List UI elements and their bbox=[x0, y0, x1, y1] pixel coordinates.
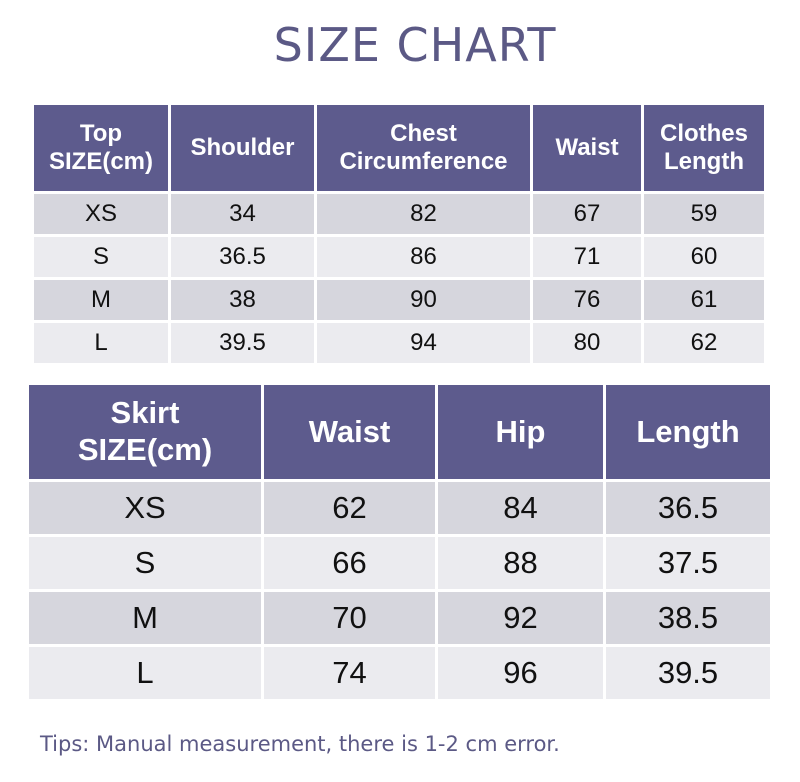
top-header-waist: Waist bbox=[533, 105, 641, 191]
top-header-chest: Chest Circumference bbox=[317, 105, 530, 191]
skirt-header-waist: Waist bbox=[264, 385, 435, 479]
skirt-header-hip: Hip bbox=[438, 385, 603, 479]
waist-cell: 71 bbox=[533, 237, 641, 277]
top-size-table: Top SIZE(cm) Shoulder Chest Circumference … bbox=[31, 102, 767, 366]
length-cell: 39.5 bbox=[606, 647, 770, 699]
waist-cell: 76 bbox=[533, 280, 641, 320]
chest-cell: 82 bbox=[317, 194, 530, 234]
page-title: SIZE CHART bbox=[273, 18, 557, 72]
size-cell: M bbox=[34, 280, 168, 320]
hip-cell: 84 bbox=[438, 482, 603, 534]
shoulder-cell: 36.5 bbox=[171, 237, 314, 277]
length-cell: 62 bbox=[644, 323, 764, 363]
waist-cell: 66 bbox=[264, 537, 435, 589]
top-table-header-row: Top SIZE(cm) Shoulder Chest Circumference … bbox=[34, 105, 764, 191]
waist-cell: 80 bbox=[533, 323, 641, 363]
hip-cell: 96 bbox=[438, 647, 603, 699]
top-header-size: Top SIZE(cm) bbox=[34, 105, 168, 191]
size-cell: L bbox=[34, 323, 168, 363]
waist-cell: 67 bbox=[533, 194, 641, 234]
shoulder-cell: 38 bbox=[171, 280, 314, 320]
shoulder-cell: 39.5 bbox=[171, 323, 314, 363]
table-row: M 38 90 76 61 bbox=[34, 280, 764, 320]
skirt-size-table: Skirt SIZE(cm) Waist Hip Length XS 62 84 … bbox=[26, 382, 773, 702]
shoulder-cell: 34 bbox=[171, 194, 314, 234]
table-row: XS 34 82 67 59 bbox=[34, 194, 764, 234]
length-cell: 36.5 bbox=[606, 482, 770, 534]
length-cell: 38.5 bbox=[606, 592, 770, 644]
length-cell: 59 bbox=[644, 194, 764, 234]
length-cell: 61 bbox=[644, 280, 764, 320]
table-row: M 70 92 38.5 bbox=[29, 592, 770, 644]
tips-note: Tips: Manual measurement, there is 1-2 c… bbox=[40, 732, 560, 756]
size-cell: M bbox=[29, 592, 261, 644]
size-cell: S bbox=[34, 237, 168, 277]
waist-cell: 74 bbox=[264, 647, 435, 699]
size-cell: S bbox=[29, 537, 261, 589]
length-cell: 60 bbox=[644, 237, 764, 277]
hip-cell: 92 bbox=[438, 592, 603, 644]
length-cell: 37.5 bbox=[606, 537, 770, 589]
hip-cell: 88 bbox=[438, 537, 603, 589]
size-cell: XS bbox=[34, 194, 168, 234]
table-row: L 74 96 39.5 bbox=[29, 647, 770, 699]
chest-cell: 86 bbox=[317, 237, 530, 277]
table-row: L 39.5 94 80 62 bbox=[34, 323, 764, 363]
top-header-shoulder: Shoulder bbox=[171, 105, 314, 191]
size-cell: L bbox=[29, 647, 261, 699]
waist-cell: 62 bbox=[264, 482, 435, 534]
table-row: S 36.5 86 71 60 bbox=[34, 237, 764, 277]
size-cell: XS bbox=[29, 482, 261, 534]
table-row: S 66 88 37.5 bbox=[29, 537, 770, 589]
skirt-header-length: Length bbox=[606, 385, 770, 479]
waist-cell: 70 bbox=[264, 592, 435, 644]
chest-cell: 94 bbox=[317, 323, 530, 363]
table-row: XS 62 84 36.5 bbox=[29, 482, 770, 534]
chest-cell: 90 bbox=[317, 280, 530, 320]
skirt-table-header-row: Skirt SIZE(cm) Waist Hip Length bbox=[29, 385, 770, 479]
skirt-header-size: Skirt SIZE(cm) bbox=[29, 385, 261, 479]
top-header-length: Clothes Length bbox=[644, 105, 764, 191]
